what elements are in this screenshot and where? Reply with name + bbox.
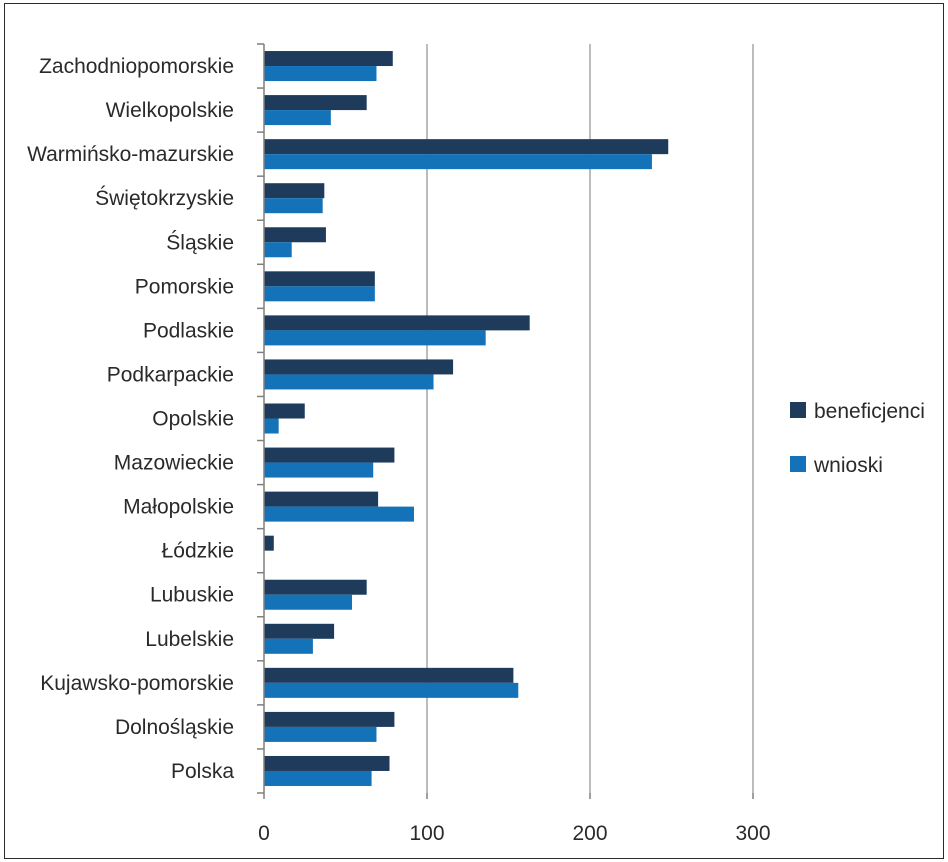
bar-wnioski	[264, 286, 375, 302]
bar-wnioski	[264, 682, 519, 698]
bar-beneficjenci	[264, 447, 395, 463]
legend-swatch-wnioski	[790, 456, 806, 472]
legend-label-wnioski: wnioski	[813, 454, 883, 477]
axes	[257, 43, 754, 799]
bar-wnioski	[264, 418, 279, 434]
legend: beneficjenci wnioski	[790, 400, 925, 477]
bar-wnioski	[264, 374, 434, 390]
bar-wnioski	[264, 506, 414, 522]
bar-beneficjenci	[264, 227, 326, 243]
bar-beneficjenci	[264, 95, 367, 111]
x-tick-labels: 0 100 200 300	[258, 822, 770, 845]
bar-wnioski	[264, 330, 486, 346]
bar-beneficjenci	[264, 711, 395, 727]
legend-swatch-beneficjenci	[790, 402, 806, 418]
category-label: Lubelskie	[145, 628, 234, 651]
category-label: Lubuskie	[150, 584, 234, 607]
category-label: Warmińsko-mazurskie	[27, 143, 234, 166]
bar-beneficjenci	[264, 359, 454, 375]
bar-wnioski	[264, 462, 374, 478]
bar-beneficjenci	[264, 491, 379, 507]
bar-beneficjenci	[264, 535, 274, 551]
bar-wnioski	[264, 638, 313, 654]
category-label: Dolnośląskie	[115, 716, 234, 739]
category-label: Pomorskie	[135, 275, 234, 298]
bar-wnioski	[264, 726, 377, 742]
x-tick-label: 0	[258, 822, 270, 845]
bar-wnioski	[264, 154, 652, 170]
bar-beneficjenci	[264, 623, 335, 639]
category-label: Małopolskie	[123, 496, 234, 519]
category-label: Zachodniopomorskie	[39, 55, 234, 78]
bar-wnioski	[264, 110, 331, 126]
category-label: Podkarpackie	[107, 363, 234, 386]
category-label: Polska	[171, 760, 234, 783]
bar-beneficjenci	[264, 755, 390, 771]
bar-beneficjenci	[264, 51, 393, 67]
x-tick-label: 300	[735, 822, 770, 845]
bar-wnioski	[264, 198, 323, 214]
bar-beneficjenci	[264, 403, 305, 419]
bar-beneficjenci	[264, 183, 325, 199]
category-label: Łódzkie	[162, 540, 234, 563]
category-label: Kujawsko-pomorskie	[40, 672, 234, 695]
category-labels: Zachodniopomorskie Wielkopolskie Warmińsko…	[27, 55, 234, 783]
bar-wnioski	[264, 242, 292, 258]
bar-wnioski	[264, 770, 372, 786]
category-label: Opolskie	[152, 408, 234, 431]
legend-label-beneficjenci: beneficjenci	[814, 400, 925, 423]
category-label: Mazowieckie	[114, 452, 234, 475]
bar-beneficjenci	[264, 271, 375, 287]
bar-beneficjenci	[264, 579, 367, 595]
bar-wnioski	[264, 594, 353, 610]
category-label: Śląskie	[166, 230, 234, 254]
bar-beneficjenci	[264, 139, 669, 155]
bar-wnioski	[264, 66, 377, 82]
bar-beneficjenci	[264, 315, 530, 331]
category-label: Podlaskie	[143, 319, 234, 342]
category-label: Wielkopolskie	[106, 99, 234, 122]
bars	[264, 51, 669, 786]
bar-beneficjenci	[264, 667, 514, 683]
x-tick-label: 100	[409, 822, 444, 845]
x-tick-label: 200	[572, 822, 607, 845]
category-label: Świętokrzyskie	[95, 186, 234, 210]
